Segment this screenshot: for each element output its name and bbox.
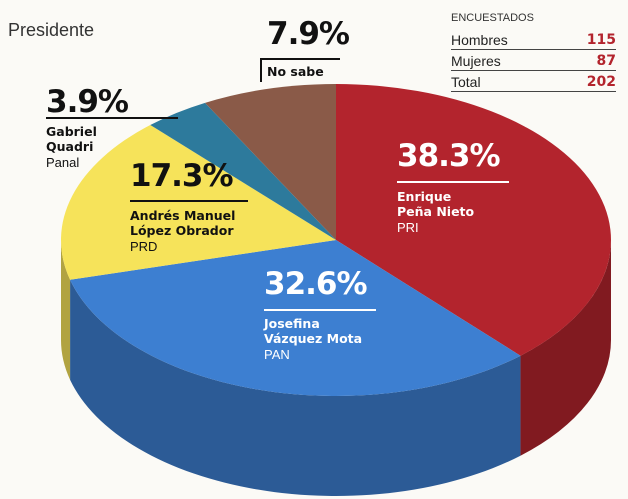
pie-slice-side-pri [520, 240, 611, 456]
slice-name-label: Andrés Manuel López Obrador [130, 208, 236, 238]
slice-percent-label: 7.9% [267, 16, 350, 52]
slice-party-label: PRD [130, 239, 158, 254]
respondents-row-women: Mujeres 87 [451, 50, 616, 71]
respondents-heading: ENCUESTADOS [451, 12, 534, 24]
pie-slice-panal [150, 102, 336, 240]
label-rule [260, 58, 340, 60]
label-rule [260, 58, 262, 82]
slice-name-label: Enrique Peña Nieto [397, 189, 475, 219]
label-rule [46, 117, 178, 119]
slice-party-label: PRI [397, 220, 419, 235]
slice-name-label: Gabriel Quadri [46, 124, 97, 154]
label-rule [397, 181, 509, 183]
slice-percent-label: 17.3% [130, 158, 234, 194]
slice-party-label: Panal [46, 155, 80, 170]
slice-name-label: No sabe [267, 64, 324, 79]
pie-slice-side-pan [70, 279, 521, 496]
label-rule [264, 309, 376, 311]
respondents-row-men: Hombres 115 [451, 29, 616, 50]
slice-percent-label: 32.6% [264, 266, 368, 302]
respondents-label: Hombres [451, 32, 508, 48]
pie-slice-pan [70, 240, 521, 396]
pie-slice-side-prd [61, 240, 71, 380]
slice-percent-label: 3.9% [46, 84, 129, 120]
pie-slice-pri [336, 84, 611, 356]
respondents-value: 87 [596, 53, 616, 69]
pie-slice-prd [61, 124, 336, 280]
slice-name-label: Josefina Vázquez Mota [264, 316, 363, 346]
respondents-row-total: Total 202 [451, 71, 616, 92]
slice-party-label: PAN [264, 347, 290, 362]
respondents-value: 202 [586, 74, 616, 90]
respondents-value: 115 [586, 32, 616, 48]
chart-title: Presidente [8, 20, 95, 40]
slice-percent-label: 38.3% [397, 138, 501, 174]
respondents-label: Mujeres [451, 53, 501, 69]
label-rule [130, 200, 248, 202]
pie-slice-no-sabe [205, 84, 336, 240]
respondents-label: Total [451, 74, 481, 90]
